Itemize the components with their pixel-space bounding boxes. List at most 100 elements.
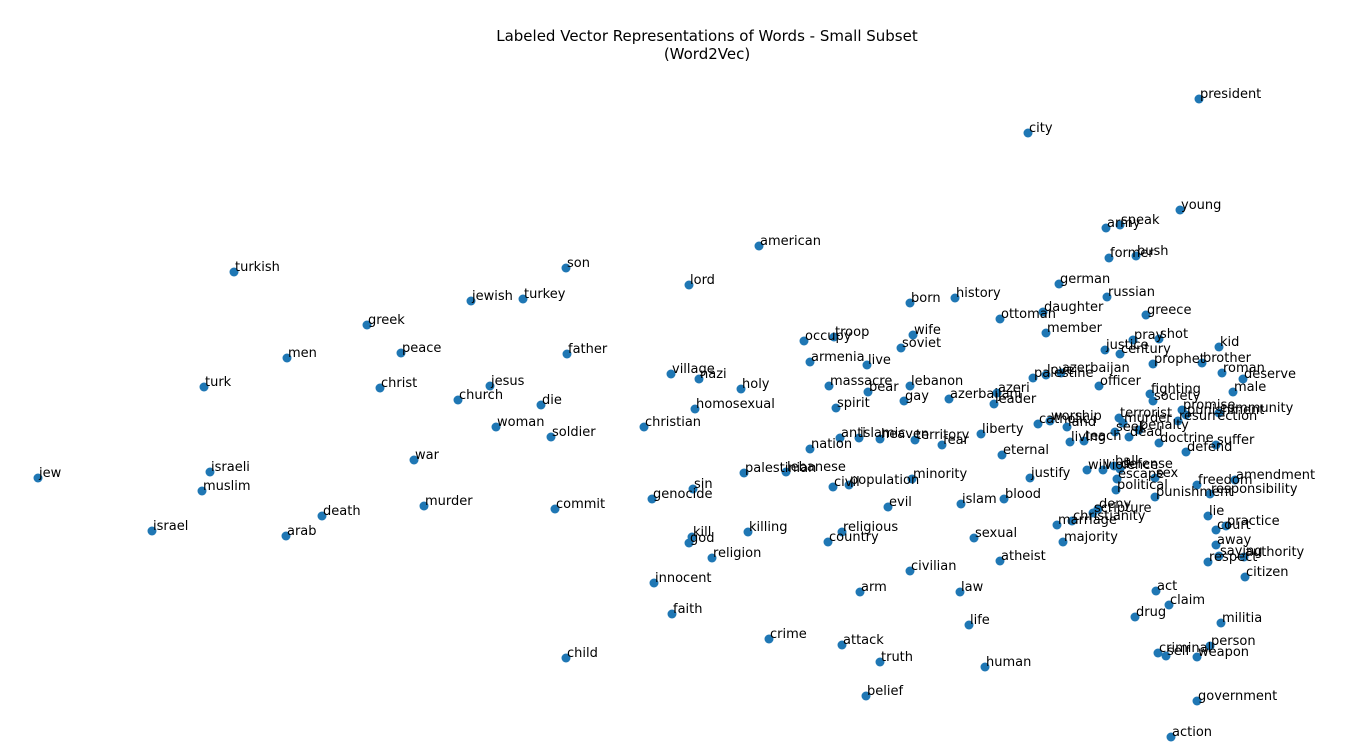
point-label-defense: defense — [1121, 457, 1173, 472]
point-live — [862, 360, 872, 370]
point-life — [964, 620, 974, 630]
point-label-crime: crime — [770, 627, 807, 642]
points-layer — [33, 94, 1250, 742]
point-label-brother: brother — [1203, 351, 1252, 366]
point-respect — [1203, 557, 1213, 567]
point-label-weapon: weapon — [1198, 645, 1249, 660]
point-label-male: male — [1234, 380, 1266, 395]
point-war — [409, 455, 419, 465]
point-lie — [1203, 511, 1213, 521]
point-label-marriage: marriage — [1058, 513, 1117, 528]
point-label-eternal: eternal — [1003, 443, 1049, 458]
point-label-ball: ball — [1115, 454, 1138, 469]
point-sin — [688, 484, 698, 494]
point-label-amendment: amendment — [1236, 468, 1315, 483]
point-label-speak: speak — [1121, 213, 1160, 228]
point-label-history: history — [956, 286, 1001, 301]
point-label-soldier: soldier — [552, 425, 596, 440]
point-label-arm: arm — [861, 580, 887, 595]
point-label-christianity: christianity — [1073, 509, 1146, 524]
point-speak — [1115, 220, 1125, 230]
point-label-bear: bear — [869, 380, 899, 395]
point-label-army: army — [1107, 216, 1141, 231]
point-label-promise: promise — [1183, 398, 1235, 413]
point-label-holy: holy — [742, 377, 770, 392]
point-label-century: century — [1121, 342, 1171, 357]
point-label-saying: saying — [1220, 544, 1263, 559]
point-label-palestine: palestine — [1034, 366, 1094, 381]
point-label-german: german — [1060, 272, 1110, 287]
point-label-arab: arab — [287, 524, 317, 539]
point-label-fear: fear — [943, 433, 970, 448]
point-turkish — [229, 267, 239, 277]
point-label-civil: civil — [834, 475, 860, 490]
point-label-citizen: citizen — [1246, 565, 1289, 580]
point-escape — [1112, 474, 1122, 484]
point-murder — [1118, 418, 1128, 428]
point-azerbaijan — [1056, 368, 1066, 378]
point-nation — [805, 444, 815, 454]
point-jew — [33, 473, 43, 483]
point-label-territory: territory — [916, 428, 970, 443]
point-christianity — [1067, 516, 1077, 526]
point-label-war: war — [415, 448, 440, 463]
point-village — [666, 369, 676, 379]
point-population — [844, 480, 854, 490]
point-label-jew: jew — [38, 466, 62, 481]
point-freedom — [1192, 480, 1202, 490]
point-label-deny: deny — [1099, 497, 1131, 512]
point-killing — [743, 527, 753, 537]
point-citizen — [1240, 572, 1250, 582]
point-label-seek: seek — [1116, 420, 1147, 435]
point-defend — [1181, 447, 1191, 457]
point-label-majority: majority — [1064, 530, 1118, 545]
point-religious — [837, 527, 847, 537]
point-label-penalty: penalty — [1140, 418, 1189, 433]
point-officer — [1094, 381, 1104, 391]
point-label-justice: justice — [1105, 338, 1148, 353]
point-label-responsibility: responsibility — [1211, 482, 1298, 497]
point-label-society: society — [1154, 389, 1201, 404]
point-act — [1151, 586, 1161, 596]
point-label-father: father — [568, 342, 608, 357]
point-massacre — [824, 381, 834, 391]
point-label-turk: turk — [205, 375, 232, 390]
point-justice — [1100, 345, 1110, 355]
point-century — [1115, 349, 1125, 359]
point-belief — [861, 691, 871, 701]
point-label-religion: religion — [713, 546, 761, 561]
point-label-leader: leader — [995, 392, 1037, 407]
point-worship — [1045, 416, 1055, 426]
point-deserve — [1238, 374, 1248, 384]
point-saying — [1214, 551, 1224, 561]
point-greece — [1141, 310, 1151, 320]
point-label-lie: lie — [1209, 504, 1224, 519]
point-religion — [707, 553, 717, 563]
point-gay — [899, 396, 909, 406]
point-label-jewish: jewish — [471, 289, 513, 304]
point-attack — [837, 640, 847, 650]
point-soviet — [896, 343, 906, 353]
point-law — [955, 587, 965, 597]
point-label-daughter: daughter — [1044, 300, 1104, 315]
point-islam — [956, 499, 966, 509]
point-label-action: action — [1172, 725, 1212, 740]
point-label-greek: greek — [368, 313, 405, 328]
point-label-teach: teach — [1085, 429, 1121, 444]
point-islamic — [854, 433, 864, 443]
point-label-gay: gay — [905, 389, 929, 404]
point-label-occupy: occupy — [805, 329, 852, 344]
point-label-armenia: armenia — [811, 350, 865, 365]
point-label-born: born — [911, 291, 941, 306]
point-turk — [199, 382, 209, 392]
point-azeri — [992, 388, 1002, 398]
point-christian — [639, 422, 649, 432]
point-penalty — [1134, 425, 1144, 435]
point-greek — [362, 320, 372, 330]
point-label-sexual: sexual — [975, 526, 1017, 541]
point-muslim — [197, 486, 207, 496]
point-label-political: political — [1117, 478, 1168, 493]
point-death — [317, 511, 327, 521]
point-label-court: court — [1217, 518, 1251, 533]
point-label-sin: sin — [694, 477, 713, 492]
